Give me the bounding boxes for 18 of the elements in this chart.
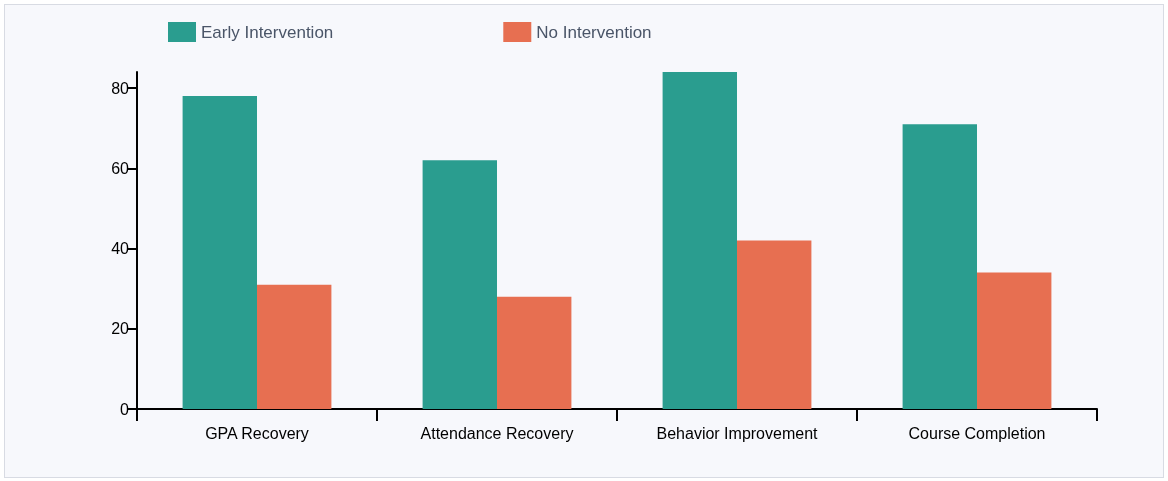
x-tick-label: GPA Recovery bbox=[205, 424, 309, 442]
bar bbox=[737, 240, 812, 409]
bar bbox=[662, 72, 737, 409]
legend-label: No Intervention bbox=[536, 22, 652, 42]
x-tick-label: Course Completion bbox=[908, 424, 1046, 442]
y-tick-label: 40 bbox=[111, 240, 130, 258]
x-tick-label: Behavior Improvement bbox=[656, 424, 819, 442]
bar bbox=[422, 160, 497, 409]
bar bbox=[902, 124, 977, 409]
bar bbox=[497, 296, 572, 409]
y-tick-label: 80 bbox=[111, 79, 130, 97]
bar bbox=[257, 284, 332, 409]
y-tick-label: 60 bbox=[111, 159, 130, 177]
legend-label: Early Intervention bbox=[201, 22, 334, 42]
x-tick-label: Attendance Recovery bbox=[420, 424, 574, 442]
y-tick-label: 20 bbox=[111, 320, 130, 338]
bar bbox=[977, 272, 1052, 409]
bar bbox=[182, 96, 257, 409]
